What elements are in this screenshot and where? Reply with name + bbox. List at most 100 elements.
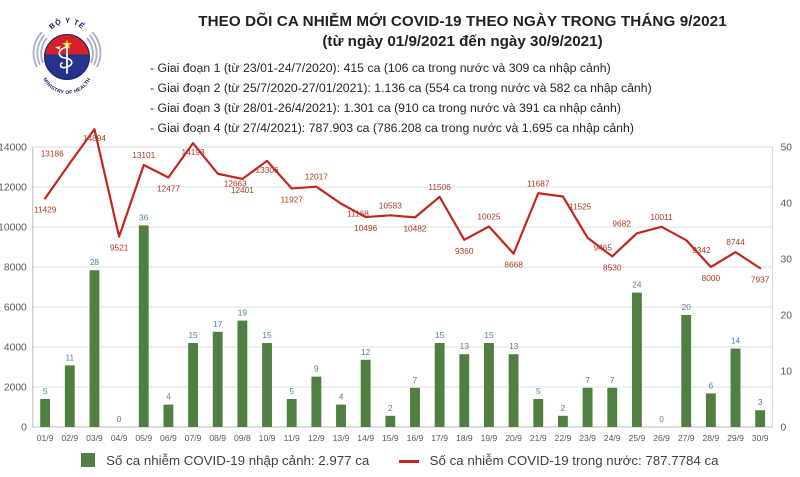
svg-text:8744: 8744 xyxy=(726,237,745,247)
svg-text:9360: 9360 xyxy=(455,246,474,256)
svg-text:12477: 12477 xyxy=(157,183,180,193)
svg-text:9: 9 xyxy=(314,364,319,374)
svg-text:15: 15 xyxy=(435,330,445,340)
svg-text:2: 2 xyxy=(388,403,393,413)
svg-text:6000: 6000 xyxy=(4,303,27,314)
svg-text:11687: 11687 xyxy=(527,178,550,188)
svg-text:8000: 8000 xyxy=(4,263,27,274)
svg-text:19/9: 19/9 xyxy=(481,433,498,443)
svg-text:5: 5 xyxy=(289,386,294,396)
svg-text:0: 0 xyxy=(659,414,664,424)
svg-text:2000: 2000 xyxy=(4,383,27,394)
svg-text:10496: 10496 xyxy=(354,223,377,233)
svg-text:28/9: 28/9 xyxy=(702,433,719,443)
svg-text:36: 36 xyxy=(139,212,149,222)
svg-text:14/9: 14/9 xyxy=(357,433,374,443)
svg-text:06/9: 06/9 xyxy=(160,433,177,443)
svg-text:29/9: 29/9 xyxy=(727,433,744,443)
svg-text:21/9: 21/9 xyxy=(530,433,547,443)
svg-text:12: 12 xyxy=(361,347,371,357)
svg-text:14000: 14000 xyxy=(0,143,27,154)
svg-text:26/9: 26/9 xyxy=(653,433,670,443)
svg-text:10: 10 xyxy=(781,367,793,378)
svg-text:11: 11 xyxy=(65,352,74,362)
svg-text:16/9: 16/9 xyxy=(407,433,424,443)
svg-text:11429: 11429 xyxy=(34,204,57,214)
svg-text:08/9: 08/9 xyxy=(209,433,226,443)
svg-text:8000: 8000 xyxy=(702,273,721,283)
svg-text:04/9: 04/9 xyxy=(111,433,128,443)
svg-text:10011: 10011 xyxy=(650,212,673,222)
svg-text:01/9: 01/9 xyxy=(37,433,54,443)
svg-text:5: 5 xyxy=(536,386,541,396)
svg-text:0: 0 xyxy=(781,423,787,434)
svg-text:10025: 10025 xyxy=(477,212,500,222)
svg-text:17: 17 xyxy=(213,319,223,329)
svg-text:24: 24 xyxy=(632,280,642,290)
svg-text:13: 13 xyxy=(460,341,470,351)
svg-text:03/9: 03/9 xyxy=(86,433,103,443)
svg-text:11/9: 11/9 xyxy=(284,433,300,443)
svg-text:23/9: 23/9 xyxy=(579,433,596,443)
svg-text:24/9: 24/9 xyxy=(604,433,621,443)
svg-text:19: 19 xyxy=(238,308,248,318)
svg-text:7: 7 xyxy=(610,375,615,385)
svg-text:14894: 14894 xyxy=(83,133,106,143)
svg-text:0: 0 xyxy=(117,414,122,424)
svg-text:4: 4 xyxy=(339,392,344,402)
svg-text:50: 50 xyxy=(781,143,793,154)
svg-text:3: 3 xyxy=(758,397,763,407)
svg-text:10/9: 10/9 xyxy=(259,433,276,443)
svg-text:9465: 9465 xyxy=(594,243,613,253)
svg-text:8530: 8530 xyxy=(603,262,622,272)
svg-text:14: 14 xyxy=(731,336,741,346)
svg-text:12000: 12000 xyxy=(0,183,27,194)
svg-text:12/9: 12/9 xyxy=(308,433,325,443)
svg-text:13/9: 13/9 xyxy=(333,433,350,443)
svg-text:2: 2 xyxy=(561,403,566,413)
svg-text:11168: 11168 xyxy=(347,209,369,219)
svg-text:20/9: 20/9 xyxy=(505,433,522,443)
svg-text:9682: 9682 xyxy=(612,218,631,228)
svg-text:10000: 10000 xyxy=(0,223,27,234)
svg-text:7: 7 xyxy=(585,375,590,385)
svg-text:20: 20 xyxy=(781,311,793,322)
svg-text:11525: 11525 xyxy=(569,202,592,212)
svg-text:7937: 7937 xyxy=(751,274,770,284)
svg-text:4000: 4000 xyxy=(4,343,27,354)
svg-text:0: 0 xyxy=(21,423,27,434)
svg-text:9521: 9521 xyxy=(110,243,129,253)
svg-text:12401: 12401 xyxy=(231,185,254,195)
svg-text:4: 4 xyxy=(166,392,171,402)
svg-text:8668: 8668 xyxy=(504,260,523,270)
svg-text:11927: 11927 xyxy=(280,194,303,204)
svg-text:40: 40 xyxy=(781,199,793,210)
svg-text:22/9: 22/9 xyxy=(555,433,572,443)
svg-text:07/9: 07/9 xyxy=(185,433,202,443)
svg-text:5: 5 xyxy=(43,386,48,396)
svg-text:12017: 12017 xyxy=(305,172,328,182)
svg-text:30/9: 30/9 xyxy=(752,433,769,443)
svg-text:27/9: 27/9 xyxy=(678,433,695,443)
svg-text:15: 15 xyxy=(262,330,272,340)
svg-text:30: 30 xyxy=(781,255,793,266)
svg-text:9342: 9342 xyxy=(692,245,711,255)
svg-text:7: 7 xyxy=(413,375,418,385)
svg-text:02/9: 02/9 xyxy=(61,433,78,443)
svg-text:13186: 13186 xyxy=(41,148,64,158)
svg-text:09/8: 09/8 xyxy=(234,433,251,443)
svg-text:10482: 10482 xyxy=(403,223,426,233)
svg-text:17/9: 17/9 xyxy=(431,433,448,443)
svg-text:13101: 13101 xyxy=(132,150,155,160)
svg-text:28: 28 xyxy=(90,257,100,267)
svg-text:15: 15 xyxy=(484,330,494,340)
svg-text:15/9: 15/9 xyxy=(382,433,399,443)
svg-text:11506: 11506 xyxy=(428,182,451,192)
svg-text:13306: 13306 xyxy=(256,165,279,175)
svg-text:14193: 14193 xyxy=(182,147,205,157)
svg-text:05/9: 05/9 xyxy=(135,433,152,443)
svg-text:6: 6 xyxy=(709,380,714,390)
svg-text:25/9: 25/9 xyxy=(629,433,646,443)
svg-text:15: 15 xyxy=(188,330,198,340)
svg-text:10583: 10583 xyxy=(379,200,402,210)
